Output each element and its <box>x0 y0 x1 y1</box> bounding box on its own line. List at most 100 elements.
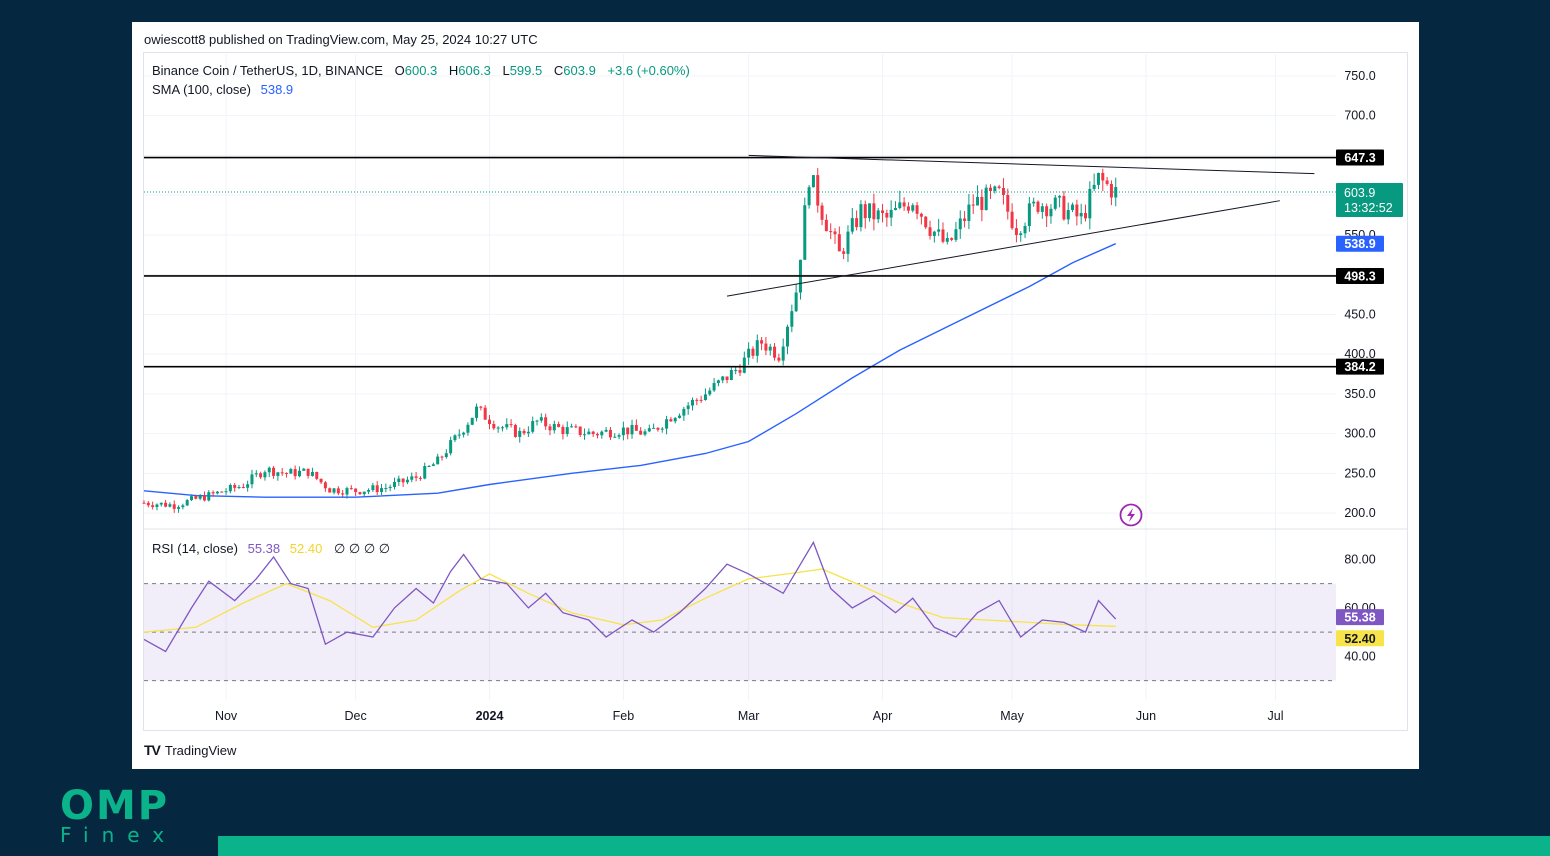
candle-body <box>323 482 327 489</box>
candle-body <box>604 429 608 432</box>
candle-body <box>794 292 798 312</box>
tradingview-logo[interactable]: TV TradingView <box>144 742 236 758</box>
candle-body <box>893 208 897 210</box>
candle-body <box>207 492 211 501</box>
level-badge-bg <box>1336 149 1384 166</box>
candle-body <box>988 187 992 191</box>
candle-body <box>678 415 682 418</box>
candle-body <box>1114 187 1118 198</box>
candle-body <box>315 471 319 479</box>
price-tick-label: 300.0 <box>1344 427 1375 441</box>
candle-body <box>1032 201 1036 204</box>
last-price-badge-bg <box>1336 183 1403 218</box>
legend-h-label: H <box>449 63 458 78</box>
horizontal-levels[interactable] <box>144 156 1336 368</box>
candle-body <box>652 427 656 429</box>
candle-body <box>190 496 194 501</box>
candle-body <box>319 478 323 483</box>
rsi-band <box>144 583 1336 682</box>
candle-body <box>898 202 902 209</box>
candle-body <box>639 430 643 435</box>
candle-body <box>902 202 906 207</box>
candle-body <box>440 456 444 458</box>
candle-body <box>919 213 923 217</box>
candle-body <box>993 186 997 191</box>
candle-body <box>483 407 487 420</box>
candle-body <box>263 472 267 478</box>
candle-body <box>267 467 271 473</box>
tradingview-mark-icon: TV <box>144 742 161 758</box>
candle-body <box>876 210 880 220</box>
rsi-ma-badge-bg <box>1336 630 1384 647</box>
candle-body <box>259 473 263 478</box>
candle-body <box>608 429 612 438</box>
candle-body <box>215 491 219 494</box>
candle-body <box>708 390 712 395</box>
candle-body <box>859 204 863 228</box>
candle-body <box>427 465 431 467</box>
candle-body <box>526 431 530 434</box>
brand-sub: Finex <box>60 823 178 847</box>
legend-open: 600.3 <box>405 63 438 78</box>
candle-body <box>561 426 565 434</box>
price-tick-label: 450.0 <box>1344 307 1375 321</box>
candle-body <box>194 496 198 499</box>
candle-body <box>980 196 984 210</box>
legend-change: +3.6 (+0.60%) <box>607 63 689 78</box>
candle-body <box>151 505 155 507</box>
candle-body <box>310 471 314 476</box>
candle-body <box>1062 196 1066 220</box>
candle-body <box>583 434 587 436</box>
candle-body <box>617 435 621 437</box>
candle-body <box>345 488 349 495</box>
chart-canvas[interactable]: 750.0700.0550.0450.0400.0350.0300.0250.0… <box>0 0 1550 769</box>
time-axis[interactable]: Nov Dec 2024 Feb Mar Apr May Jun Jul <box>215 709 1284 723</box>
candle-body <box>656 427 660 430</box>
trendlines[interactable] <box>726 154 1315 297</box>
rsi-tick-label: 40.00 <box>1344 649 1375 663</box>
candle-body <box>816 175 820 206</box>
candle-body <box>380 488 384 493</box>
candle-body <box>349 488 353 490</box>
candle-body <box>535 420 539 422</box>
candle-body <box>928 227 932 236</box>
candle-body <box>388 486 392 489</box>
candle-body <box>747 348 751 358</box>
candle-body <box>570 426 574 428</box>
rsi-ma-legend-value: 52.40 <box>290 541 323 556</box>
candle-body <box>354 488 358 493</box>
candle-body <box>1027 203 1031 227</box>
candle-body <box>699 399 703 401</box>
candle-body <box>811 175 815 188</box>
candle-body <box>613 436 617 438</box>
candle-body <box>591 431 595 435</box>
candle-body <box>557 423 561 427</box>
candle-body <box>202 495 206 501</box>
candle-body <box>716 380 720 384</box>
lightning-icon[interactable] <box>1119 503 1143 527</box>
candle-body <box>518 430 522 437</box>
candle-body <box>1071 204 1075 210</box>
time-tick-label: 2024 <box>476 709 504 723</box>
candle-body <box>1045 206 1049 217</box>
candle-body <box>937 229 941 232</box>
rsi-ma-badge: 52.40 <box>1344 632 1375 646</box>
candle-body <box>233 484 237 488</box>
candle-body <box>565 427 569 434</box>
candle-body <box>846 231 850 254</box>
candle-body <box>1105 180 1109 184</box>
candle-body <box>1096 172 1100 185</box>
legend-high: 606.3 <box>458 63 491 78</box>
candle-body <box>777 357 781 361</box>
candle-body <box>807 187 811 206</box>
candle-body <box>773 346 777 358</box>
price-tick-label: 350.0 <box>1344 387 1375 401</box>
candle-body <box>721 376 725 381</box>
candle-body <box>392 481 396 487</box>
candle-body <box>492 423 496 429</box>
candle-body <box>660 428 664 430</box>
candle-body <box>505 424 509 428</box>
grid-lines <box>144 54 1407 700</box>
level-badge-bg <box>1336 267 1384 284</box>
candle-body <box>742 357 746 373</box>
